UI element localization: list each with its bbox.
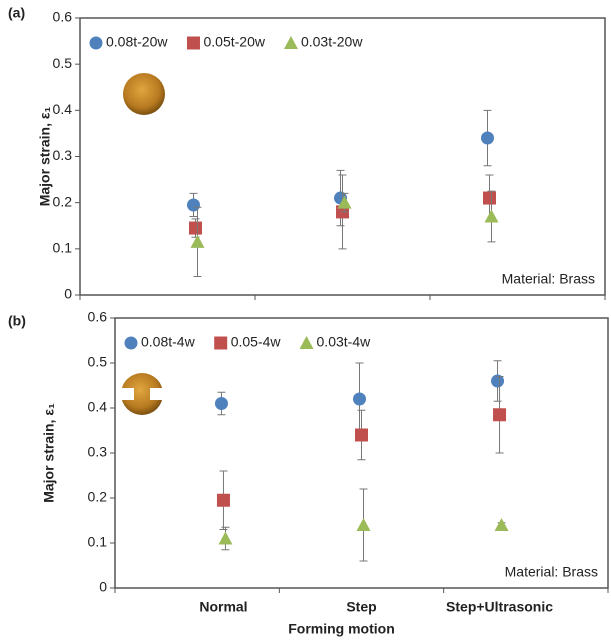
- legend-label: 0.03t-20w: [301, 34, 363, 50]
- point: [190, 234, 205, 248]
- y-tick-label: 0.5: [88, 354, 108, 370]
- legend-marker: [283, 36, 298, 49]
- annotation: Material: Brass: [505, 564, 598, 580]
- point: [481, 131, 494, 145]
- point: [214, 397, 228, 410]
- y-tick-label: 0.1: [53, 240, 73, 256]
- point: [356, 518, 371, 531]
- point: [187, 198, 200, 212]
- y-tick-label: 0.6: [53, 9, 73, 25]
- point: [353, 392, 366, 406]
- point: [493, 408, 507, 422]
- y-tick-label: 0.3: [88, 444, 108, 460]
- x-tick-label: Normal: [199, 599, 247, 615]
- legend-label: 0.03t-4w: [317, 334, 372, 350]
- legend-label: 0.08t-4w: [141, 334, 196, 350]
- panel-label: (b): [8, 313, 26, 329]
- y-tick-label: 0.6: [88, 309, 108, 325]
- point: [218, 531, 233, 545]
- point: [216, 493, 230, 507]
- legend-marker: [89, 36, 103, 50]
- point: [483, 191, 496, 205]
- specimen-image: [123, 73, 165, 115]
- point: [337, 195, 352, 209]
- legend-label: 0.05-4w: [231, 334, 282, 350]
- point: [491, 374, 505, 388]
- legend-marker: [186, 36, 200, 50]
- y-tick-label: 0.3: [53, 147, 73, 163]
- y-axis-label: Major strain, ε₁: [37, 107, 53, 207]
- legend-label: 0.05t-20w: [203, 34, 265, 50]
- legend-label: 0.08t-20w: [106, 34, 168, 50]
- x-tick-label: Step+Ultrasonic: [446, 599, 553, 615]
- y-tick-label: 0.2: [53, 193, 73, 209]
- y-tick-label: 0: [64, 286, 72, 302]
- annotation: Material: Brass: [502, 271, 595, 287]
- point: [355, 428, 368, 442]
- legend-marker: [214, 336, 228, 350]
- y-tick-label: 0.4: [88, 399, 108, 415]
- legend-marker: [299, 336, 314, 349]
- y-tick-label: 0: [99, 579, 107, 595]
- point: [494, 518, 509, 531]
- point: [189, 221, 202, 235]
- y-tick-label: 0.2: [88, 489, 108, 505]
- panel-label: (a): [8, 5, 25, 21]
- y-tick-label: 0.5: [53, 55, 73, 71]
- y-tick-label: 0.4: [53, 101, 73, 117]
- plot-area: [79, 17, 606, 296]
- y-axis-label: Major strain, ε₁: [41, 403, 57, 503]
- x-tick-label: Step: [346, 599, 376, 615]
- point: [484, 209, 499, 223]
- x-axis-label: Forming motion: [288, 621, 395, 637]
- specimen-image: [120, 373, 164, 415]
- y-tick-label: 0.1: [88, 534, 108, 550]
- legend-marker: [124, 336, 138, 350]
